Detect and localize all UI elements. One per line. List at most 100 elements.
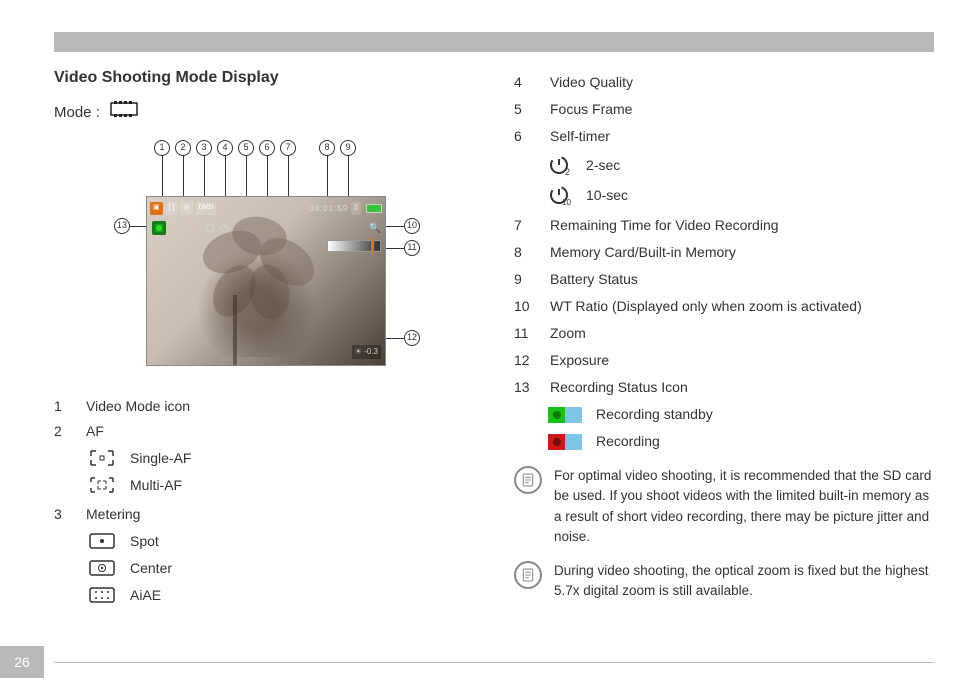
multi-af-icon [88, 476, 116, 494]
note-text: For optimal video shooting, it is recomm… [554, 466, 934, 547]
callout-6: 6 [259, 140, 275, 156]
spot-icon [88, 532, 116, 550]
footer-rule [54, 662, 934, 663]
note-icon [514, 561, 542, 589]
metering-option: Center [88, 558, 474, 579]
af-option: Multi-AF [88, 475, 474, 496]
timer-2sec-icon: 2 [548, 153, 572, 177]
leader-line [267, 156, 268, 200]
recording-state-label: Recording [596, 431, 660, 452]
legend-item: 6Self-timer [514, 126, 934, 147]
leader-line [162, 156, 163, 200]
note-icon [514, 466, 542, 494]
callout-1: 1 [154, 140, 170, 156]
legend-item: 10WT Ratio (Displayed only when zoom is … [514, 296, 934, 317]
mode-row: Mode : [54, 100, 474, 126]
battery-icon [366, 204, 382, 213]
camera-screen: ▣ [ ] ◎ DVD 00:01:59 ▯ 🔍 ☀ -0.3 ▢ [146, 196, 386, 366]
af-options: Single-AF Multi-AF [88, 448, 474, 496]
aiae-icon [88, 586, 116, 604]
af-option-label: Multi-AF [130, 475, 182, 496]
legend-item: 4Video Quality [514, 72, 934, 93]
recording-standby-swatch [548, 407, 582, 423]
timer-option: 2 2-sec [548, 153, 934, 177]
legend-item: 3Metering [54, 504, 474, 525]
timer-option: 10 10-sec [548, 183, 934, 207]
right-legend-bottom: 7Remaining Time for Video Recording 8Mem… [514, 215, 934, 398]
af-option-label: Single-AF [130, 448, 191, 469]
metering-options: Spot Center AiAE [88, 531, 474, 606]
note-box: For optimal video shooting, it is recomm… [514, 466, 934, 547]
leader-line [204, 156, 205, 200]
focus-frame-icon: ▢ [205, 221, 214, 236]
header-bar [54, 32, 934, 52]
display-diagram: 1 2 3 4 5 6 7 8 9 10 11 [114, 140, 414, 380]
left-legend: 1Video Mode icon 2AF [54, 396, 474, 442]
metering-option: AiAE [88, 585, 474, 606]
wt-icon: 🔍 [327, 221, 381, 236]
callout-8: 8 [319, 140, 335, 156]
leader-line [246, 156, 247, 200]
leader-line [386, 248, 404, 249]
page-footer: 26 [0, 646, 934, 678]
metering-option-label: Spot [130, 531, 159, 552]
metering-icon: ◎ [180, 202, 192, 215]
callout-11: 11 [404, 240, 420, 256]
left-column: Video Shooting Mode Display Mode : 1 2 3… [54, 66, 474, 612]
timer-options: 2 2-sec 10 10-sec [548, 153, 934, 207]
af-icon: [ ] [166, 202, 178, 215]
note-box: During video shooting, the optical zoom … [514, 561, 934, 602]
timer-option-label: 2-sec [586, 155, 620, 176]
single-af-icon [88, 449, 116, 467]
leader-line [327, 156, 328, 200]
callout-10: 10 [404, 218, 420, 234]
right-column: 4Video Quality 5Focus Frame 6Self-timer … [514, 66, 934, 612]
metering-option-label: AiAE [130, 585, 161, 606]
callout-5: 5 [238, 140, 254, 156]
exposure-value: ☀ -0.3 [352, 345, 381, 359]
leader-line [386, 226, 404, 227]
film-icon [110, 100, 138, 126]
self-timer-icon: ◷ [220, 221, 229, 236]
callouts-top: 1 2 3 4 5 6 7 8 9 [154, 140, 356, 156]
right-legend-top: 4Video Quality 5Focus Frame 6Self-timer [514, 72, 934, 147]
remaining-time: 00:01:59 [309, 203, 348, 215]
center-icon [88, 559, 116, 577]
svg-text:10: 10 [562, 198, 571, 207]
callout-3: 3 [196, 140, 212, 156]
timer-10sec-icon: 10 [548, 183, 572, 207]
metering-option-label: Center [130, 558, 172, 579]
legend-item: 2AF [54, 421, 474, 442]
video-mode-icon: ▣ [150, 202, 163, 215]
legend-item: 1Video Mode icon [54, 396, 474, 417]
recording-state-label: Recording standby [596, 404, 713, 425]
note-text: During video shooting, the optical zoom … [554, 561, 934, 602]
legend-item: 9Battery Status [514, 269, 934, 290]
page-number: 26 [0, 646, 44, 678]
svg-text:2: 2 [565, 167, 570, 177]
exposure-text: -0.3 [364, 347, 378, 356]
recording-states: Recording standby Recording [548, 404, 934, 452]
screen-top-strip: ▣ [ ] ◎ DVD 00:01:59 ▯ [150, 200, 382, 218]
page-content: Video Shooting Mode Display Mode : 1 2 3… [54, 66, 934, 612]
af-option: Single-AF [88, 448, 474, 469]
left-legend-2: 3Metering [54, 504, 474, 525]
recording-state: Recording standby [548, 404, 934, 425]
callout-2: 2 [175, 140, 191, 156]
legend-item: 8Memory Card/Built-in Memory [514, 242, 934, 263]
quality-icon: DVD [196, 202, 217, 215]
leader-line [183, 156, 184, 200]
leader-line [348, 156, 349, 200]
leader-line [386, 338, 404, 339]
zoom-bar [327, 240, 381, 252]
recording-swatch [548, 434, 582, 450]
callout-7: 7 [280, 140, 296, 156]
screen-right-column: 🔍 [327, 221, 381, 252]
legend-item: 12Exposure [514, 350, 934, 371]
section-title: Video Shooting Mode Display [54, 66, 474, 90]
metering-option: Spot [88, 531, 474, 552]
legend-item: 13Recording Status Icon [514, 377, 934, 398]
timer-option-label: 10-sec [586, 185, 628, 206]
callout-4: 4 [217, 140, 233, 156]
mode-label: Mode : [54, 102, 100, 125]
